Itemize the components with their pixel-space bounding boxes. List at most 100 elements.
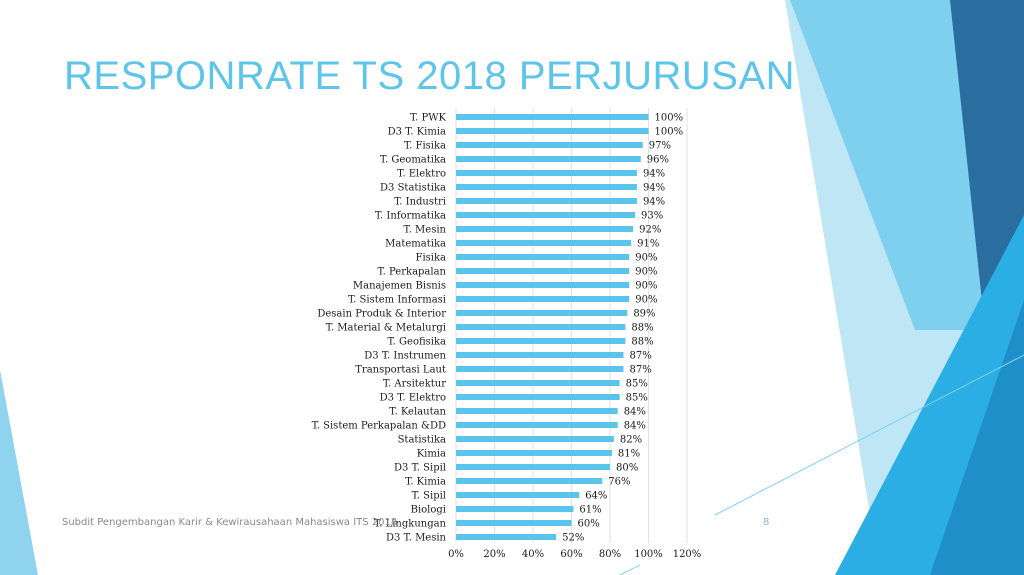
value-label: 91% (637, 239, 659, 250)
category-label: Manajemen Bisnis (353, 281, 446, 292)
bar-chart: T. PWK D3 T. Kimia T. Fisika T. Geomatika T.… (312, 108, 701, 560)
category-label: T. Mesin (404, 225, 447, 236)
value-label: 90% (635, 267, 657, 278)
value-label: 80% (616, 463, 638, 474)
category-label: T. Geofisika (387, 337, 446, 348)
category-label: T. Perkapalan (377, 267, 446, 278)
category-label: D3 T. Kimia (388, 127, 446, 138)
category-label: Desain Produk & Interior (317, 309, 446, 320)
bar (456, 184, 637, 190)
value-label: 60% (578, 519, 600, 530)
page-number: 8 (763, 517, 770, 528)
chart-x-axis-ticks: 0% 20% 40% 60% 80% 100% 120% (448, 549, 701, 560)
category-label: Biologi (411, 505, 446, 516)
category-label: T. Elektro (397, 169, 446, 180)
bar (456, 142, 643, 148)
value-label: 84% (624, 407, 646, 418)
value-label: 97% (649, 141, 671, 152)
decor-right-deep-panel (930, 300, 1024, 575)
chart-bars (456, 114, 649, 540)
bar (456, 212, 636, 218)
bar (456, 436, 614, 442)
bar (456, 380, 620, 386)
category-label: T. Sistem Perkapalan &DD (312, 421, 446, 432)
category-label: Kimia (417, 449, 446, 460)
bar (456, 394, 620, 400)
value-label: 82% (620, 435, 642, 446)
category-label: D3 T. Instrumen (364, 351, 446, 362)
x-tick-label: 0% (448, 549, 464, 560)
bar (456, 408, 618, 414)
category-label: Transportasi Laut (355, 365, 446, 376)
value-label: 94% (643, 169, 665, 180)
value-label: 89% (633, 309, 655, 320)
value-label: 90% (635, 295, 657, 306)
chart-category-labels: T. PWK D3 T. Kimia T. Fisika T. Geomatika T.… (312, 113, 447, 544)
value-label: 87% (629, 351, 651, 362)
x-tick-label: 80% (599, 549, 621, 560)
value-label: 87% (629, 365, 651, 376)
x-tick-label: 40% (522, 549, 544, 560)
bar (456, 450, 612, 456)
category-label: Statistika (398, 435, 446, 446)
bar (456, 366, 624, 372)
x-tick-label: 20% (483, 549, 505, 560)
decor-right-mid-panel (790, 0, 1000, 330)
value-label: 52% (562, 533, 584, 544)
bar (456, 198, 637, 204)
value-label: 90% (635, 253, 657, 264)
bar (456, 226, 634, 232)
bar (456, 506, 574, 512)
bar (456, 268, 630, 274)
bar (456, 128, 649, 134)
category-label: T. Lingkungan (374, 519, 447, 530)
category-label: T. Geomatika (380, 155, 446, 166)
bar (456, 338, 626, 344)
value-label: 81% (618, 449, 640, 460)
value-label: 88% (631, 323, 653, 334)
bar (456, 240, 632, 246)
category-label: T. Kimia (405, 477, 446, 488)
bar (456, 464, 610, 470)
category-label: T. Sipil (412, 491, 446, 502)
category-label: T. Arsitektur (383, 379, 446, 390)
category-label: T. Industri (394, 197, 446, 208)
bar (456, 282, 630, 288)
bar (456, 156, 641, 162)
footer-text: Subdit Pengembangan Karir & Kewirausahaa… (62, 517, 398, 528)
bar (456, 478, 603, 484)
value-label: 100% (655, 127, 684, 138)
bar (456, 352, 624, 358)
category-label: D3 T. Sipil (394, 463, 446, 474)
x-tick-label: 100% (634, 549, 663, 560)
value-label: 100% (655, 113, 684, 124)
value-label: 64% (585, 491, 607, 502)
bar (456, 324, 626, 330)
decor-left-sliver (0, 370, 38, 575)
category-label: Fisika (416, 253, 447, 264)
category-label: T. Informatika (375, 211, 446, 222)
value-label: 94% (643, 197, 665, 208)
value-label: 61% (579, 505, 601, 516)
chart-value-labels: 100% 100% 97% 96% 94% 94% 94% 93% 92% 91% 90% 90% 90… (562, 113, 683, 544)
bar (456, 254, 630, 260)
value-label: 92% (639, 225, 661, 236)
value-label: 85% (626, 379, 648, 390)
bar (456, 492, 580, 498)
value-label: 88% (631, 337, 653, 348)
bar (456, 520, 572, 526)
category-label: T. Fisika (404, 141, 446, 152)
value-label: 94% (643, 183, 665, 194)
category-label: Matematika (385, 239, 446, 250)
category-label: D3 Statistika (380, 183, 446, 194)
value-label: 76% (608, 477, 630, 488)
bar (456, 114, 649, 120)
decor-line (714, 354, 1024, 516)
x-tick-label: 120% (673, 549, 702, 560)
value-label: 96% (647, 155, 669, 166)
category-label: T. Material & Metalurgi (326, 323, 446, 334)
category-label: T. Sistem Informasi (348, 295, 446, 306)
slide-title: RESPONRATE TS 2018 PERJURUSAN (64, 54, 796, 98)
bar (456, 296, 630, 302)
